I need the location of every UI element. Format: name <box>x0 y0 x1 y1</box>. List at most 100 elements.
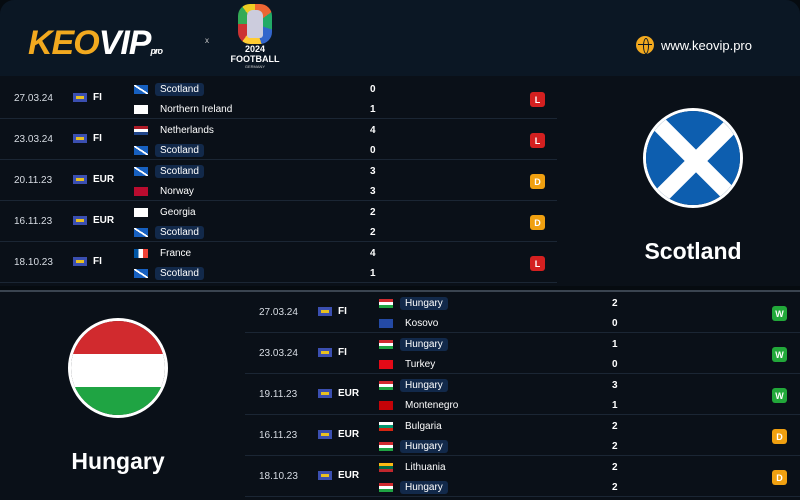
away-team: Hungary <box>379 440 448 453</box>
home-team: Hungary <box>379 297 448 310</box>
away-score: 0 <box>612 318 618 329</box>
home-team: Bulgaria <box>379 420 447 433</box>
competition: FI <box>73 133 102 144</box>
match-row[interactable]: 20.11.23 EUR Scotland Norway 3 3 D <box>0 160 557 201</box>
away-team: Scotland <box>134 144 204 157</box>
kosovo-flag-icon <box>379 319 393 328</box>
home-score: 3 <box>370 166 376 177</box>
match-date: 16.11.23 <box>14 216 53 227</box>
competition: FI <box>73 256 102 267</box>
header: KEOVIPpro x 2024 FOOTBALL GERMANY www.ke… <box>0 0 800 76</box>
home-team: Scotland <box>134 83 204 96</box>
home-score: 3 <box>612 380 618 391</box>
away-team: Scotland <box>134 267 204 280</box>
away-score: 0 <box>612 359 618 370</box>
scotland-panel: Scotland <box>628 108 758 265</box>
home-score: 2 <box>612 421 618 432</box>
match-date: 23.03.24 <box>14 134 53 145</box>
home-team: Lithuania <box>379 461 451 474</box>
home-score: 1 <box>612 339 618 350</box>
home-team: Hungary <box>379 379 448 392</box>
euro-2024-logo: 2024 FOOTBALL GERMANY <box>226 4 284 69</box>
hungary-flag-icon <box>379 381 393 390</box>
hungary-flag-icon <box>379 340 393 349</box>
match-row[interactable]: 27.03.24 FI Scotland Northern Ireland 0 … <box>0 78 557 119</box>
competition-icon <box>318 348 332 357</box>
match-date: 27.03.24 <box>14 93 53 104</box>
competition-icon <box>73 257 87 266</box>
match-date: 23.03.24 <box>259 348 298 359</box>
france-flag-icon <box>134 249 148 258</box>
match-row[interactable]: 19.11.23 EUR Hungary Montenegro 3 1 W <box>245 374 800 415</box>
competition: EUR <box>318 470 359 481</box>
match-row[interactable]: 27.03.24 FI Hungary Kosovo 2 0 W <box>245 292 800 333</box>
hungary-section: 27.03.24 FI Hungary Kosovo 2 0 W 23.03.24… <box>0 290 800 500</box>
hungary-panel: Hungary <box>53 318 183 475</box>
competition: FI <box>318 306 347 317</box>
competition: FI <box>318 347 347 358</box>
hungary-flag-icon <box>68 318 168 418</box>
scotland-flag-icon <box>134 269 148 278</box>
home-score: 2 <box>370 207 376 218</box>
montenegro-flag-icon <box>379 401 393 410</box>
competition: EUR <box>318 429 359 440</box>
match-row[interactable]: 16.11.23 EUR Georgia Scotland 2 2 D <box>0 201 557 242</box>
home-team: Netherlands <box>134 124 219 137</box>
trophy-icon <box>238 4 272 44</box>
hungary-matches-table: 27.03.24 FI Hungary Kosovo 2 0 W 23.03.24… <box>245 292 800 497</box>
home-team: Scotland <box>134 165 204 178</box>
match-date: 18.10.23 <box>259 471 298 482</box>
scotland-flag-icon <box>134 228 148 237</box>
website-link[interactable]: www.keovip.pro <box>635 36 752 54</box>
globe-icon <box>635 36 654 54</box>
team-name: Scotland <box>644 238 742 264</box>
away-score: 1 <box>370 104 376 115</box>
match-date: 27.03.24 <box>259 307 298 318</box>
scotland-matches-table: 27.03.24 FI Scotland Northern Ireland 0 … <box>0 78 557 283</box>
match-row[interactable]: 16.11.23 EUR Bulgaria Hungary 2 2 D <box>245 415 800 456</box>
competition-icon <box>73 93 87 102</box>
team-name: Hungary <box>71 448 165 474</box>
result-badge: D <box>772 429 787 444</box>
away-team: Turkey <box>379 358 440 371</box>
result-badge: W <box>772 347 787 362</box>
match-row[interactable]: 23.03.24 FI Hungary Turkey 1 0 W <box>245 333 800 374</box>
competition-icon <box>318 471 332 480</box>
away-team: Hungary <box>379 481 448 494</box>
result-badge: D <box>530 215 545 230</box>
competition: FI <box>73 92 102 103</box>
result-badge: L <box>530 133 545 148</box>
away-score: 2 <box>612 441 618 452</box>
lithuania-flag-icon <box>379 463 393 472</box>
home-team: France <box>134 247 196 260</box>
away-team: Kosovo <box>379 317 443 330</box>
keovip-logo[interactable]: KEOVIPpro <box>28 24 163 62</box>
competition: EUR <box>318 388 359 399</box>
competition-icon <box>318 430 332 439</box>
scotland-flag-icon <box>643 108 743 208</box>
competition: EUR <box>73 215 114 226</box>
home-score: 0 <box>370 84 376 95</box>
separator: x <box>205 36 209 45</box>
result-badge: D <box>530 174 545 189</box>
hungary-flag-icon <box>379 299 393 308</box>
match-row[interactable]: 18.10.23 FI France Scotland 4 1 L <box>0 242 557 283</box>
home-score: 4 <box>370 248 376 259</box>
hungary-flag-icon <box>379 442 393 451</box>
netherlands-flag-icon <box>134 126 148 135</box>
away-score: 1 <box>612 400 618 411</box>
result-badge: L <box>530 92 545 107</box>
away-team: Scotland <box>134 226 204 239</box>
match-date: 18.10.23 <box>14 257 53 268</box>
competition: EUR <box>73 174 114 185</box>
match-date: 20.11.23 <box>14 175 53 186</box>
match-row[interactable]: 18.10.23 EUR Lithuania Hungary 2 2 D <box>245 456 800 497</box>
away-score: 1 <box>370 268 376 279</box>
match-date: 19.11.23 <box>259 389 298 400</box>
georgia-flag-icon <box>134 208 148 217</box>
competition-icon <box>73 175 87 184</box>
scotland-flag-icon <box>134 167 148 176</box>
match-row[interactable]: 23.03.24 FI Netherlands Scotland 4 0 L <box>0 119 557 160</box>
competition-icon <box>318 307 332 316</box>
home-score: 4 <box>370 125 376 136</box>
